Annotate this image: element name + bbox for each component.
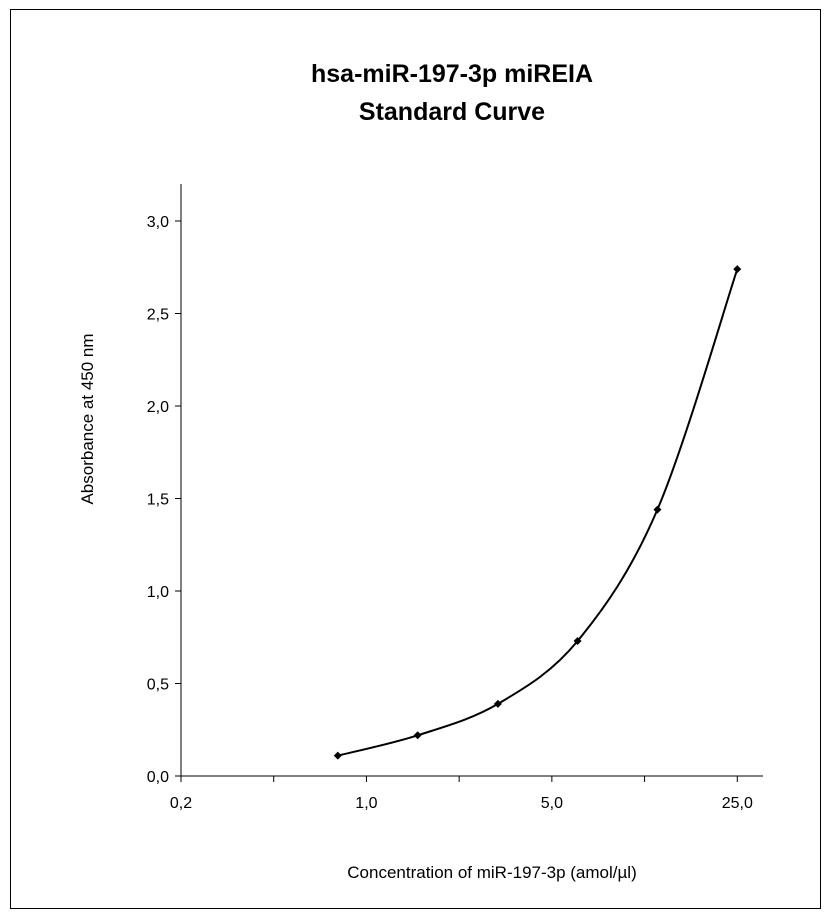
x-axis-label: Concentration of miR-197-3p (amol/µl) [347,863,636,882]
y-tick-label: 2,5 [147,307,169,324]
x-tick-label: 25,0 [722,795,753,812]
y-axis-label: Absorbance at 450 nm [78,333,97,504]
x-tick-label: 1,0 [355,795,377,812]
plot-area [333,265,742,760]
standard-curve-line [337,268,739,757]
y-tick-label: 1,0 [147,584,169,601]
x-tick-label: 5,0 [541,795,563,812]
data-point [493,699,502,708]
y-tick-label: 3,0 [147,214,169,231]
y-tick-label: 0,5 [147,677,169,694]
axes: 0,0 0,5 1,0 1,5 2,0 2,5 3,0 0,2 1,0 5,0 25,0 [147,184,763,812]
data-point [413,731,422,740]
data-point [653,505,662,514]
chart-canvas: hsa-miR-197-3p miREIA Standard Curve Abs… [78,60,763,882]
x-tick-label: 0,2 [170,795,192,812]
chart-frame: hsa-miR-197-3p miREIA Standard Curve Abs… [10,9,821,909]
y-tick-label: 0,0 [147,769,169,786]
data-point [573,636,582,645]
chart-title: hsa-miR-197-3p miREIA [311,60,593,88]
chart-subtitle: Standard Curve [359,98,545,126]
data-point [733,265,742,274]
y-tick-label: 2,0 [147,399,169,416]
y-tick-label: 1,5 [147,492,169,509]
data-point [333,751,342,760]
